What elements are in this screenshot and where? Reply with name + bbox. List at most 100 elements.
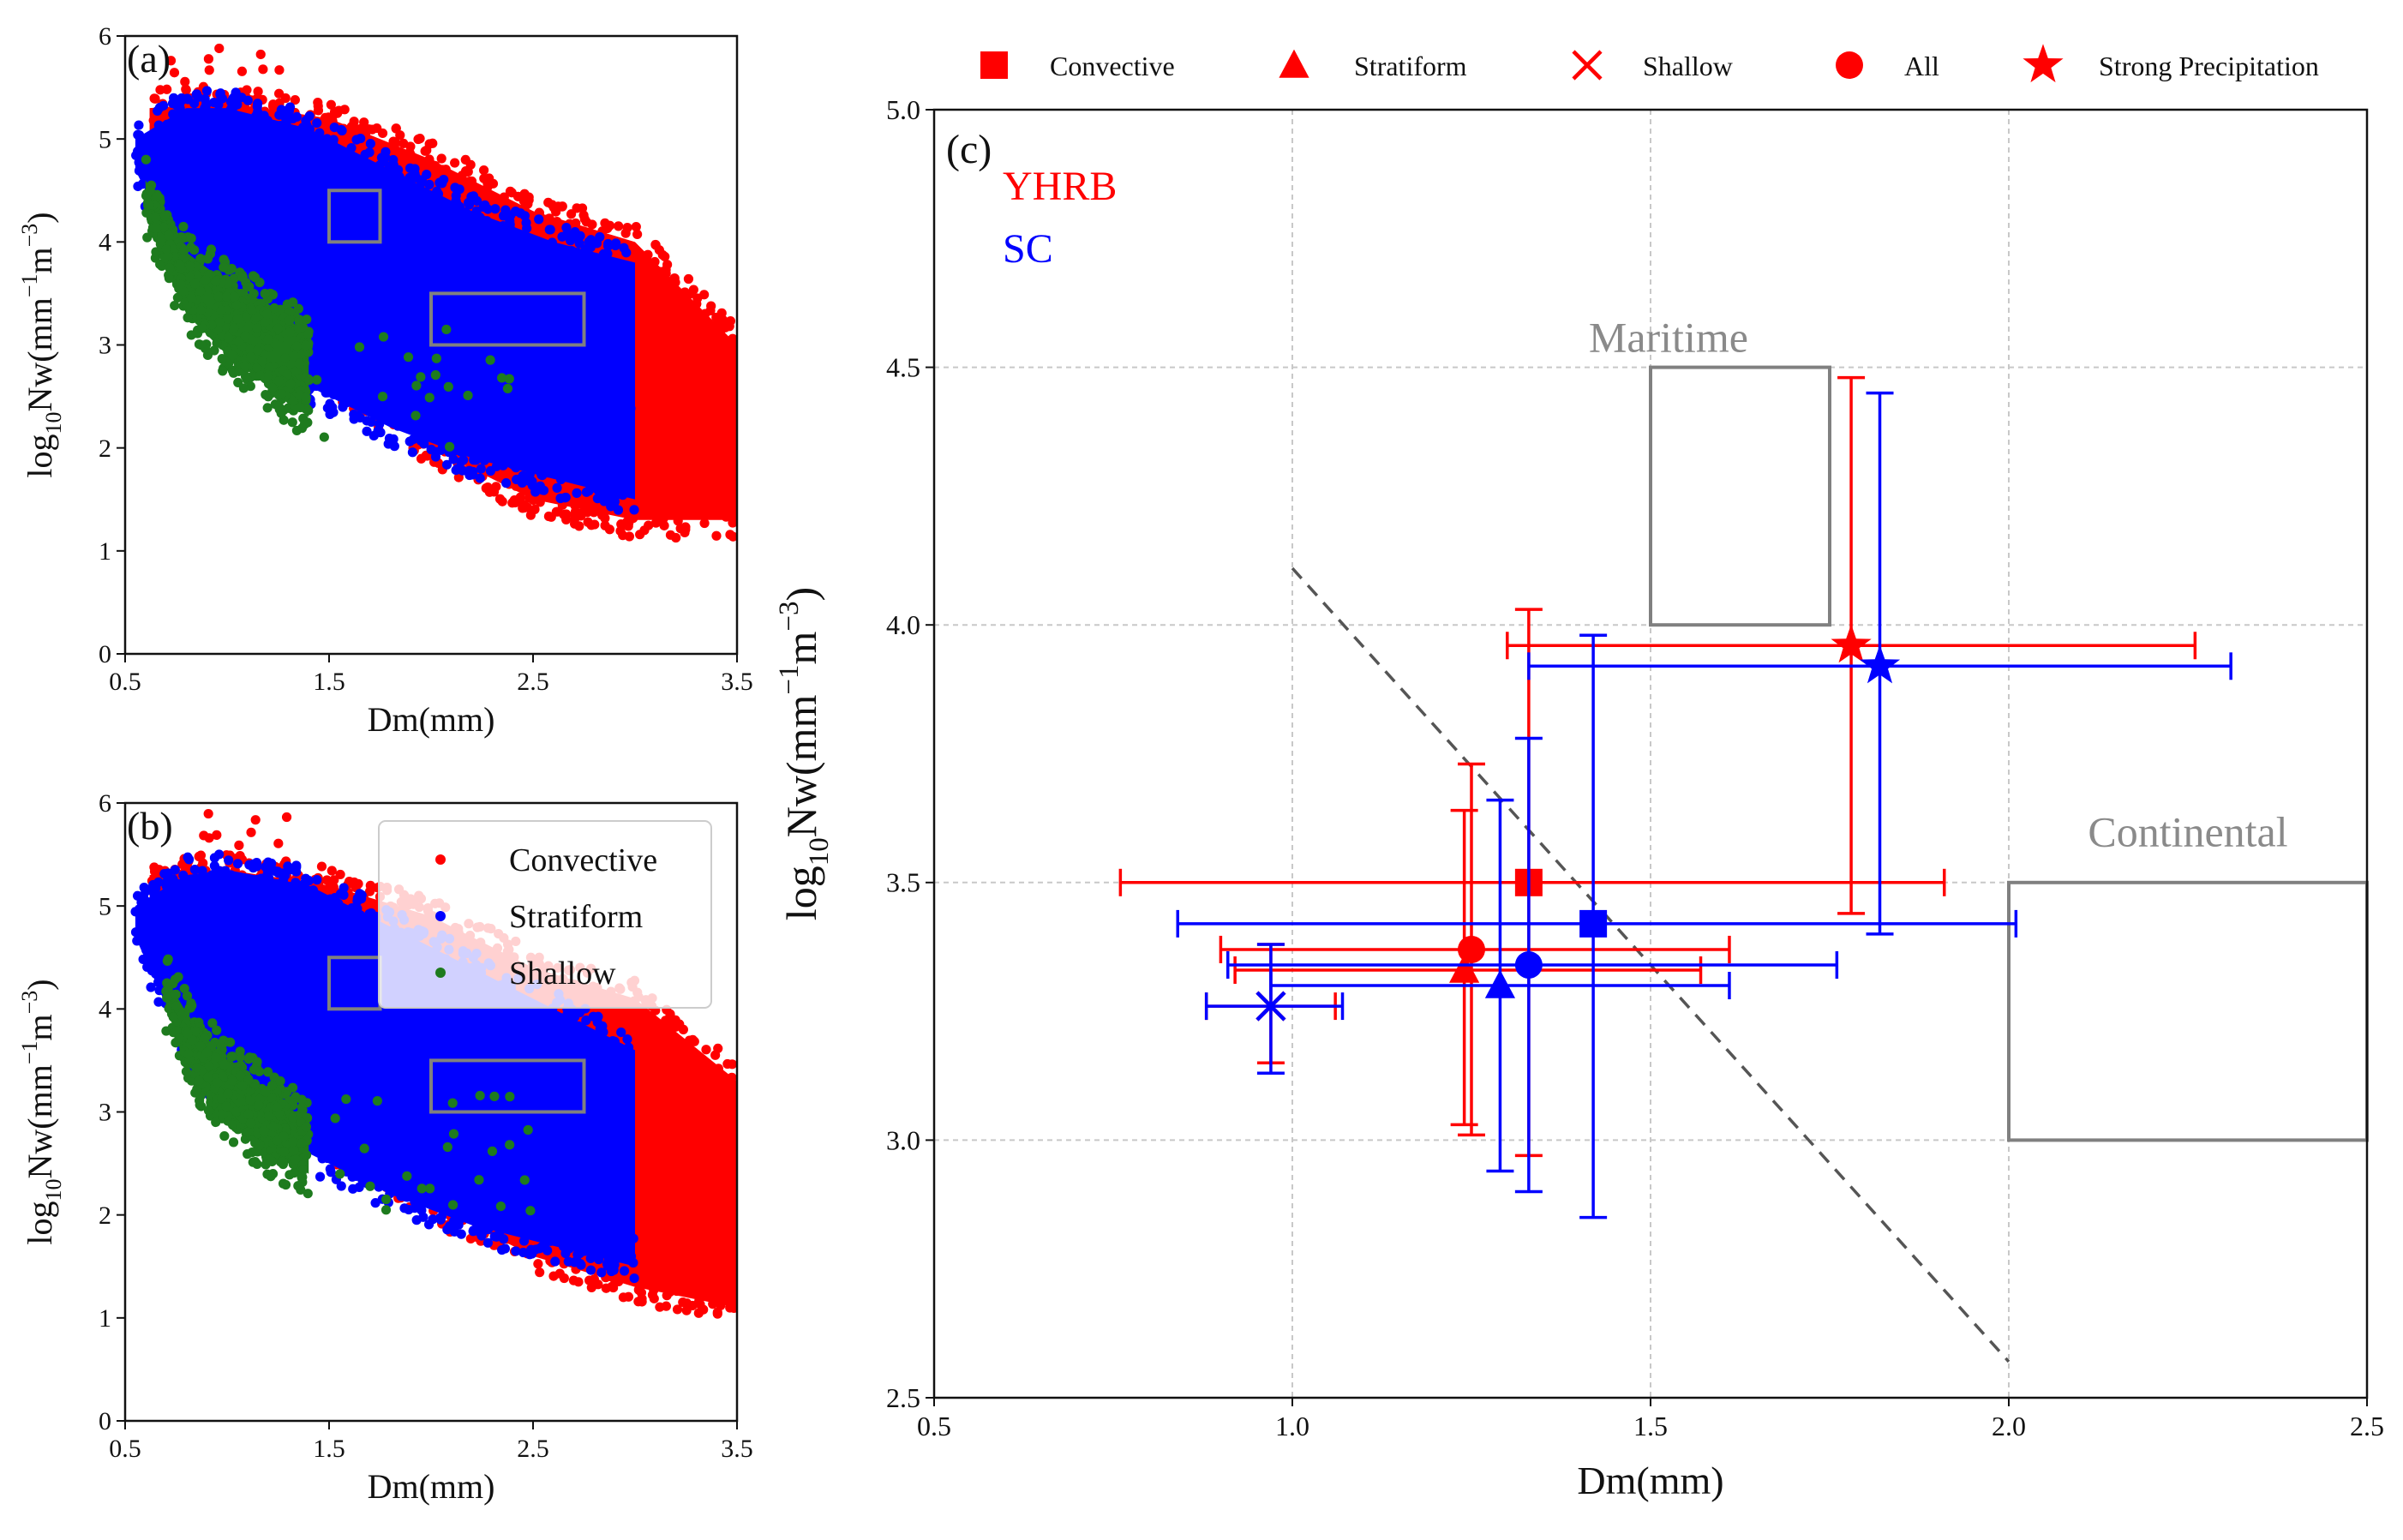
data-point bbox=[422, 425, 432, 435]
data-point bbox=[457, 171, 467, 181]
data-point bbox=[445, 1084, 456, 1095]
data-point bbox=[544, 1034, 554, 1044]
data-point bbox=[337, 384, 347, 394]
data-point bbox=[682, 1099, 692, 1109]
data-point bbox=[638, 1007, 648, 1018]
data-point bbox=[273, 1076, 284, 1086]
data-point bbox=[289, 1168, 299, 1178]
data-point bbox=[209, 345, 219, 356]
data-point bbox=[476, 464, 486, 474]
data-point bbox=[544, 225, 554, 235]
data-point bbox=[157, 234, 167, 244]
data-point bbox=[227, 1120, 238, 1130]
data-point bbox=[149, 862, 159, 872]
data-point bbox=[405, 391, 416, 401]
data-point bbox=[510, 206, 521, 217]
data-point bbox=[728, 531, 737, 542]
data-point bbox=[501, 1215, 512, 1225]
data-point bbox=[232, 149, 243, 159]
data-point bbox=[604, 1046, 614, 1057]
data-point bbox=[474, 1175, 484, 1185]
data-point bbox=[681, 1181, 692, 1192]
data-point bbox=[519, 211, 530, 221]
data-point bbox=[620, 228, 631, 238]
data-point bbox=[498, 460, 508, 470]
data-point bbox=[450, 158, 460, 168]
data-point bbox=[351, 390, 362, 400]
data-point bbox=[659, 267, 670, 277]
data-point bbox=[471, 448, 482, 458]
data-point bbox=[267, 101, 279, 111]
data-point bbox=[683, 1241, 693, 1251]
data-point bbox=[165, 118, 175, 129]
data-point bbox=[134, 165, 145, 176]
data-point bbox=[186, 233, 196, 243]
data-point bbox=[287, 981, 297, 992]
data-point bbox=[591, 501, 602, 512]
data-point bbox=[285, 379, 296, 389]
data-point bbox=[302, 315, 312, 325]
data-point bbox=[231, 1106, 242, 1117]
data-point bbox=[456, 1211, 467, 1221]
data-point bbox=[608, 477, 619, 488]
data-point bbox=[213, 291, 224, 302]
data-point bbox=[613, 391, 623, 401]
data-point bbox=[276, 389, 287, 399]
data-point bbox=[592, 485, 603, 495]
data-point bbox=[420, 146, 430, 156]
panel-label: (c) bbox=[946, 127, 992, 172]
data-point bbox=[681, 1305, 692, 1315]
data-point bbox=[634, 310, 644, 321]
data-point bbox=[443, 295, 453, 305]
data-point bbox=[632, 1243, 643, 1254]
data-point bbox=[328, 882, 339, 892]
data-point bbox=[464, 465, 475, 476]
x-tick-label: 3.5 bbox=[721, 1435, 753, 1463]
data-point bbox=[233, 336, 244, 346]
point-sc-stratiform bbox=[1269, 798, 1731, 1173]
data-point bbox=[436, 415, 446, 425]
y-tick-label: 6 bbox=[99, 789, 111, 818]
data-point bbox=[477, 1226, 488, 1237]
data-point bbox=[588, 1011, 598, 1022]
data-point bbox=[483, 429, 494, 440]
data-point bbox=[672, 389, 682, 400]
data-point bbox=[291, 111, 302, 122]
data-point bbox=[315, 1000, 326, 1010]
data-point bbox=[203, 920, 214, 931]
data-point bbox=[693, 1308, 704, 1318]
data-point bbox=[709, 400, 719, 411]
data-point bbox=[204, 65, 214, 75]
data-point bbox=[640, 1209, 651, 1219]
data-point bbox=[458, 465, 468, 476]
data-point bbox=[208, 117, 219, 128]
data-point bbox=[530, 421, 541, 431]
data-point bbox=[309, 141, 319, 153]
data-point bbox=[168, 109, 178, 119]
data-point bbox=[490, 1072, 500, 1082]
data-point bbox=[209, 913, 219, 923]
data-point bbox=[260, 317, 270, 327]
panel-a: 0.5 1.5 2.5 3.5 0 1 2 3 4 5 6 (a) Dm(mm) log10Nw(mm−1… bbox=[17, 22, 753, 739]
axes-ticks: 0.5 1.5 2.5 3.5 0 1 2 3 4 5 6 bbox=[99, 789, 753, 1463]
data-point bbox=[321, 1083, 331, 1094]
y-tick-label: 5 bbox=[99, 125, 111, 153]
data-point bbox=[710, 1050, 721, 1060]
data-point bbox=[533, 1231, 543, 1242]
data-point bbox=[187, 293, 197, 303]
data-point bbox=[713, 1064, 723, 1074]
data-point bbox=[214, 128, 225, 138]
data-point bbox=[701, 1045, 711, 1055]
data-point bbox=[720, 1243, 730, 1254]
data-point bbox=[217, 224, 227, 234]
data-point bbox=[364, 886, 375, 896]
data-point bbox=[675, 1088, 686, 1100]
data-point bbox=[288, 1112, 298, 1124]
data-point bbox=[731, 505, 737, 515]
data-point bbox=[637, 390, 647, 400]
data-point bbox=[287, 1082, 298, 1093]
data-point bbox=[254, 1100, 264, 1111]
data-point bbox=[504, 374, 514, 384]
data-point bbox=[196, 340, 207, 351]
data-point bbox=[360, 149, 370, 159]
